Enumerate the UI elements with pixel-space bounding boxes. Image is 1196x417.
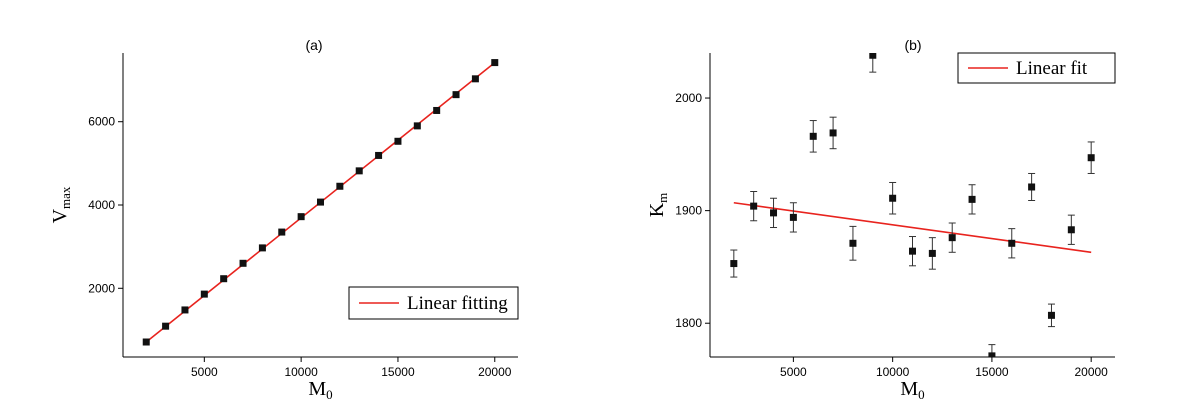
y-tick-label: 2000 bbox=[88, 281, 115, 295]
chart-title: (a) bbox=[305, 37, 322, 53]
data-point bbox=[750, 202, 758, 210]
data-point bbox=[889, 194, 897, 202]
data-point bbox=[491, 59, 499, 67]
data-point bbox=[968, 195, 976, 203]
data-point bbox=[809, 132, 817, 140]
y-tick-label: 6000 bbox=[88, 115, 115, 129]
x-tick-label: 20000 bbox=[1074, 365, 1108, 379]
data-point bbox=[1047, 311, 1055, 319]
x-tick-label: 10000 bbox=[876, 365, 910, 379]
data-point bbox=[162, 322, 170, 330]
data-point bbox=[471, 75, 479, 83]
x-tick-label: 15000 bbox=[975, 365, 1009, 379]
data-point bbox=[375, 151, 383, 159]
legend-label: Linear fit bbox=[1016, 58, 1088, 79]
x-tick-label: 15000 bbox=[381, 365, 415, 379]
x-tick-label: 5000 bbox=[780, 365, 807, 379]
y-tick-label: 1800 bbox=[675, 316, 702, 330]
data-point bbox=[789, 213, 797, 221]
data-point bbox=[452, 91, 460, 99]
data-point bbox=[948, 234, 956, 242]
data-point bbox=[200, 290, 208, 298]
plot-area bbox=[730, 53, 1095, 357]
data-point bbox=[829, 129, 837, 137]
x-tick-label: 5000 bbox=[191, 365, 218, 379]
chart-title: (b) bbox=[904, 37, 921, 53]
data-point bbox=[239, 259, 247, 267]
chart-panel-b: 5000 10000 15000 20000 1800 1900 2000 (b) M0 Km Li… bbox=[646, 37, 1116, 402]
data-point bbox=[730, 260, 738, 268]
x-tick-label: 20000 bbox=[478, 365, 512, 379]
legend: Linear fitting bbox=[348, 286, 519, 320]
data-point bbox=[1008, 239, 1016, 247]
data-point bbox=[317, 198, 324, 206]
x-axis-label: M0 bbox=[900, 378, 924, 402]
y-tick-label: 1900 bbox=[675, 204, 702, 218]
data-point bbox=[297, 213, 305, 221]
data-point bbox=[336, 182, 344, 190]
data-point bbox=[909, 247, 916, 255]
chart-panel-a: 5000 10000 15000 20000 2000 4000 6000 (a) M0 Vmax… bbox=[49, 37, 519, 402]
legend: Linear fit bbox=[957, 52, 1116, 84]
data-point bbox=[142, 338, 150, 346]
data-point bbox=[770, 209, 778, 217]
y-tick-label: 2000 bbox=[675, 91, 702, 105]
y-axis-label: Vmax bbox=[49, 186, 73, 223]
y-tick-label: 4000 bbox=[88, 198, 115, 212]
data-point bbox=[181, 306, 189, 314]
data-point bbox=[355, 167, 363, 175]
y-axis-label: Km bbox=[646, 193, 670, 218]
data-point bbox=[928, 249, 936, 257]
data-point bbox=[988, 352, 996, 357]
data-point bbox=[278, 228, 286, 236]
data-point bbox=[1028, 183, 1036, 191]
x-axis-label: M0 bbox=[308, 378, 332, 402]
legend-label: Linear fitting bbox=[407, 293, 508, 314]
data-point bbox=[220, 275, 228, 283]
data-point bbox=[433, 106, 441, 114]
data-point bbox=[413, 122, 421, 130]
x-tick-label: 10000 bbox=[284, 365, 318, 379]
plot-area bbox=[142, 59, 499, 346]
data-point bbox=[1087, 154, 1095, 162]
data-point bbox=[849, 239, 857, 247]
data-point bbox=[1067, 226, 1075, 234]
data-point bbox=[394, 137, 402, 145]
data-point bbox=[258, 244, 266, 252]
data-point bbox=[869, 53, 877, 59]
